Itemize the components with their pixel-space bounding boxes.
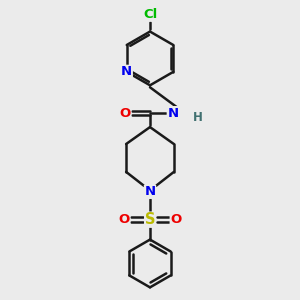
Text: N: N — [167, 107, 178, 120]
Text: O: O — [118, 213, 130, 226]
Text: O: O — [170, 213, 182, 226]
Text: Cl: Cl — [143, 8, 157, 21]
Text: O: O — [119, 107, 131, 120]
Text: N: N — [144, 185, 156, 198]
Text: S: S — [145, 212, 155, 227]
Text: N: N — [121, 65, 132, 78]
Text: H: H — [193, 111, 203, 124]
